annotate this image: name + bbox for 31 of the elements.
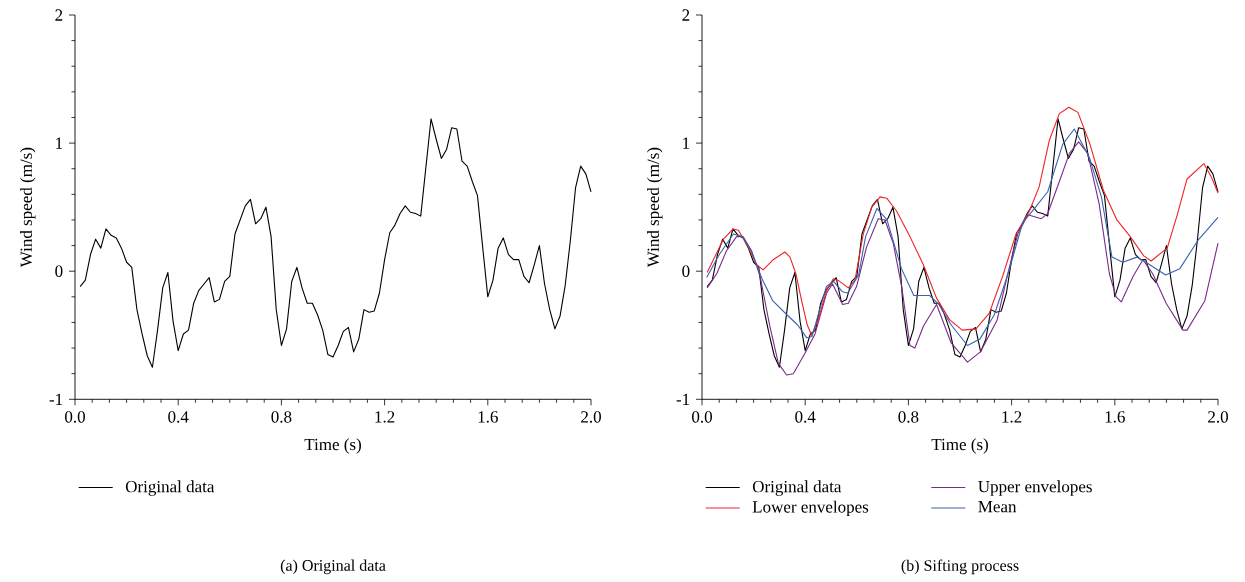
legend-label: Original data — [125, 480, 215, 496]
y-tick-label: 0 — [55, 265, 63, 277]
x-tick-label: 2.0 — [581, 411, 601, 423]
y-axis-title: Wind speed (m/s) — [20, 147, 36, 268]
y-tick-label: 0 — [682, 265, 690, 277]
x-tick-label: 1.6 — [1105, 411, 1125, 423]
y-axis-title: Wind speed (m/s) — [647, 147, 663, 268]
x-tick-label: 1.6 — [478, 411, 498, 423]
x-tick-label: 1.2 — [1002, 411, 1022, 423]
y-tick-label: 1 — [683, 137, 690, 149]
legend-label: Upper envelopes — [978, 480, 1092, 496]
legend-label: Mean — [978, 501, 1017, 513]
x-tick-label: 0.0 — [692, 411, 712, 423]
text: (b) Sifting process — [901, 559, 1019, 575]
x-tick-label: 0.8 — [898, 411, 919, 423]
x-tick-label: 1.2 — [375, 411, 395, 423]
x-axis-title: Time (s) — [931, 438, 988, 454]
x-tick-label: 0.4 — [795, 411, 816, 423]
x-axis-title: Time (s) — [304, 438, 361, 454]
legend-label: Lower envelopes — [752, 500, 869, 517]
y-tick-label: -1 — [676, 393, 690, 405]
x-tick-label: 0.8 — [271, 411, 292, 423]
y-tick-label: 2 — [682, 9, 690, 21]
y-tick-label: 2 — [55, 9, 63, 21]
x-tick-label: 0.0 — [65, 411, 85, 423]
x-tick-label: 2.0 — [1208, 411, 1228, 423]
y-tick-label: -1 — [49, 393, 63, 405]
legend-label: Original data — [752, 480, 842, 496]
text: (a) Original data — [280, 559, 386, 575]
x-tick-label: 0.4 — [168, 411, 189, 423]
y-tick-label: 1 — [56, 137, 63, 149]
